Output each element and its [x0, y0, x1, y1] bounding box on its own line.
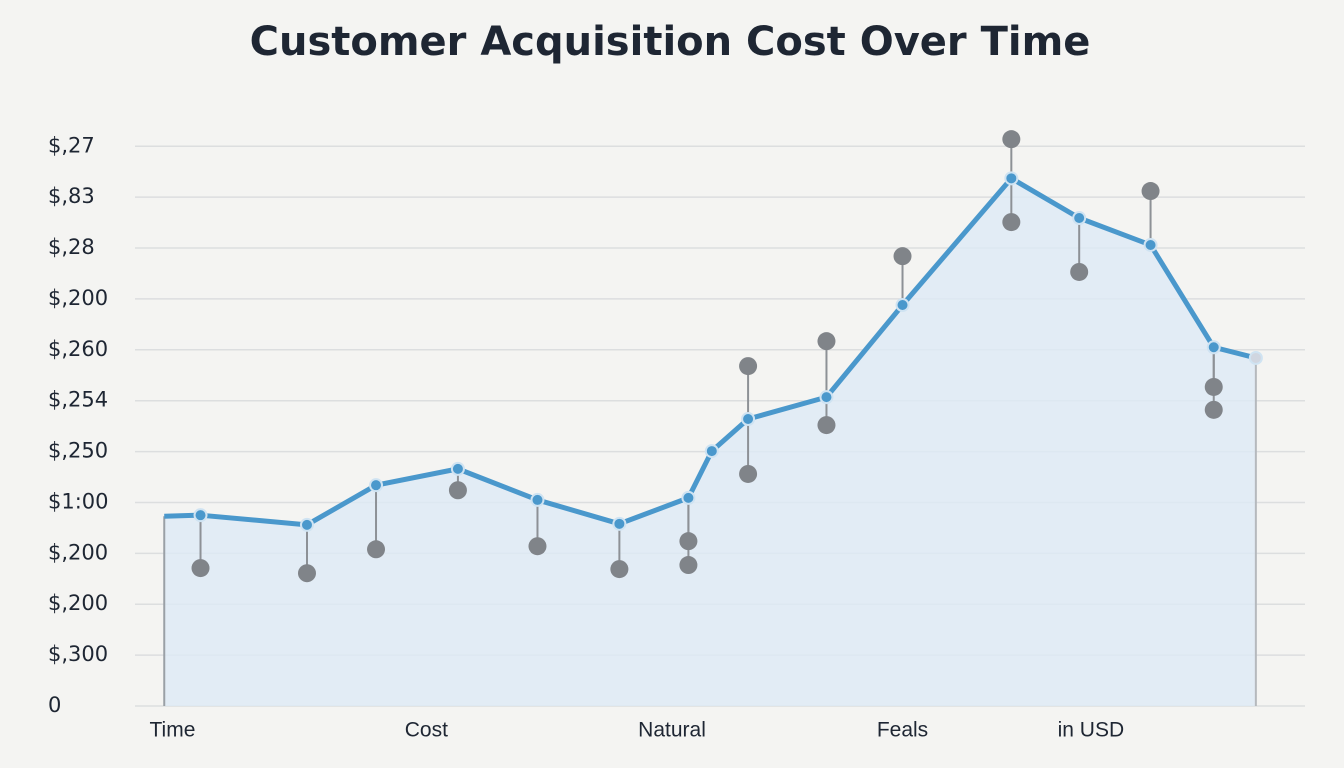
point: [299, 517, 314, 532]
area: [164, 178, 1256, 707]
point: [741, 412, 756, 427]
point: [1206, 340, 1221, 355]
point: [1143, 237, 1158, 252]
point: [530, 492, 545, 507]
chart-title: Customer Acquisition Cost Over Time: [250, 19, 1091, 65]
marker: [1141, 182, 1160, 201]
marker: [610, 560, 629, 579]
point: [1004, 171, 1019, 186]
point: [681, 490, 696, 505]
x-tick-label: Cost: [405, 719, 448, 742]
point: [369, 478, 384, 493]
point: [819, 390, 834, 405]
marker: [191, 559, 210, 578]
marker: [367, 540, 386, 559]
marker: [739, 464, 758, 483]
marker: [1002, 130, 1021, 149]
x-tick-label: Feals: [877, 719, 928, 742]
point: [704, 444, 719, 459]
marker: [893, 247, 912, 266]
y-tick-label: $,200: [48, 286, 108, 310]
y-tick-label: $,200: [48, 591, 108, 615]
y-tick-label: $,300: [48, 642, 108, 666]
marker: [739, 357, 758, 376]
x-tick-label: Time: [149, 719, 195, 742]
y-tick-label: $,250: [48, 439, 108, 463]
marker: [679, 556, 698, 575]
marker: [1070, 262, 1089, 281]
point: [1072, 211, 1087, 226]
marker: [679, 532, 698, 551]
y-tick-label: $,260: [48, 337, 108, 361]
y-tick-label: $1:00: [48, 489, 109, 513]
marker: [297, 564, 316, 583]
y-tick-label: $,200: [48, 540, 108, 564]
marker: [817, 332, 836, 351]
point: [193, 508, 208, 523]
marker: [528, 537, 547, 556]
x-tick-label: in USD: [1058, 719, 1125, 742]
point: [612, 516, 627, 531]
y-tick-label: 0: [48, 693, 61, 717]
x-tick-label: Natural: [638, 719, 706, 742]
y-tick-label: $,27: [48, 133, 95, 157]
marker: [817, 416, 836, 435]
y-tick-label: $,254: [48, 388, 108, 412]
marker: [1002, 213, 1021, 232]
y-tick-label: $,83: [48, 184, 95, 208]
marker: [1204, 377, 1223, 396]
marker: [448, 481, 467, 500]
marker: [1204, 400, 1223, 419]
point: [895, 298, 910, 313]
point: [450, 461, 465, 476]
y-tick-label: $,28: [48, 235, 95, 259]
point: [1248, 350, 1263, 365]
